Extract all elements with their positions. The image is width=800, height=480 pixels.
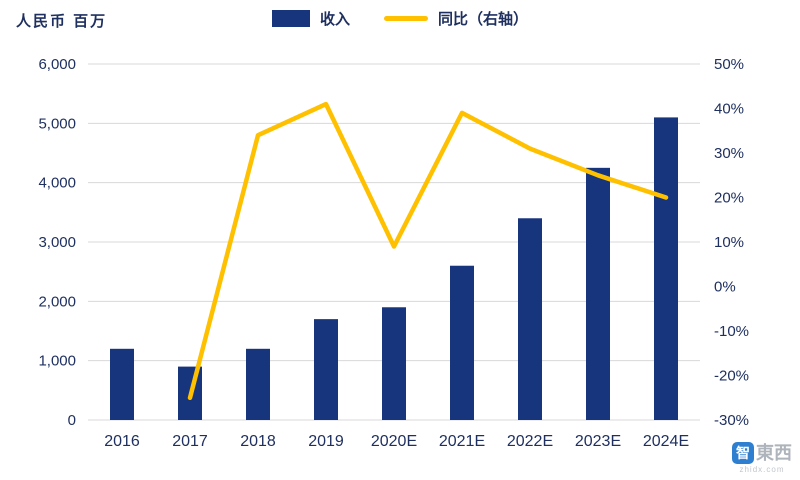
x-axis-label: 2017 — [172, 433, 208, 450]
x-axis-label: 2018 — [240, 433, 276, 450]
x-axis-label: 2021E — [439, 433, 485, 450]
left-axis-tick-label: 2,000 — [38, 293, 76, 310]
x-axis-label: 2020E — [371, 433, 417, 450]
right-axis-tick-label: 20% — [714, 190, 744, 207]
revenue-bar-2019 — [314, 319, 338, 420]
left-axis-tick-label: 6,000 — [38, 56, 76, 73]
left-axis-tick-label: 0 — [68, 412, 76, 429]
left-axis-tick-label: 1,000 — [38, 353, 76, 370]
right-axis-tick-label: 10% — [714, 234, 744, 251]
revenue-bar-2016 — [110, 348, 134, 420]
revenue-bar-2020E — [382, 307, 406, 420]
right-axis-tick-label: 0% — [714, 279, 736, 296]
revenue-bar-2022E — [518, 218, 542, 420]
yoy-line — [187, 101, 669, 401]
axis-unit-label: 人民币 百万 — [16, 13, 108, 30]
right-axis-tick-label: -30% — [714, 412, 749, 429]
x-axis-label: 2016 — [104, 433, 140, 450]
watermark-logo-icon: 智 — [732, 442, 754, 464]
x-axis-label: 2024E — [643, 433, 689, 450]
revenue-bar-2018 — [246, 348, 270, 420]
x-axis-label: 2023E — [575, 433, 621, 450]
watermark-brand-row: 智 東西 — [732, 442, 792, 464]
right-axis-tick-label: 50% — [714, 56, 744, 73]
right-axis-tick-label: -20% — [714, 368, 749, 385]
right-axis-tick-label: 40% — [714, 101, 744, 118]
revenue-bar-2023E — [586, 167, 610, 420]
left-axis-tick-label: 3,000 — [38, 234, 76, 251]
watermark-domain: zhidx.com — [739, 465, 785, 474]
right-axis-tick-label: -10% — [714, 323, 749, 340]
left-axis-tick-label: 5,000 — [38, 115, 76, 132]
revenue-bar-2024E — [654, 117, 678, 421]
x-axis-label: 2022E — [507, 433, 553, 450]
revenue-bar-2021E — [450, 265, 474, 420]
x-axis-label: 2019 — [308, 433, 344, 450]
watermark-brand-text: 東西 — [756, 443, 792, 463]
left-axis-tick-label: 4,000 — [38, 175, 76, 192]
right-axis-tick-label: 30% — [714, 145, 744, 162]
watermark: 智 東西 zhidx.com — [732, 442, 792, 474]
